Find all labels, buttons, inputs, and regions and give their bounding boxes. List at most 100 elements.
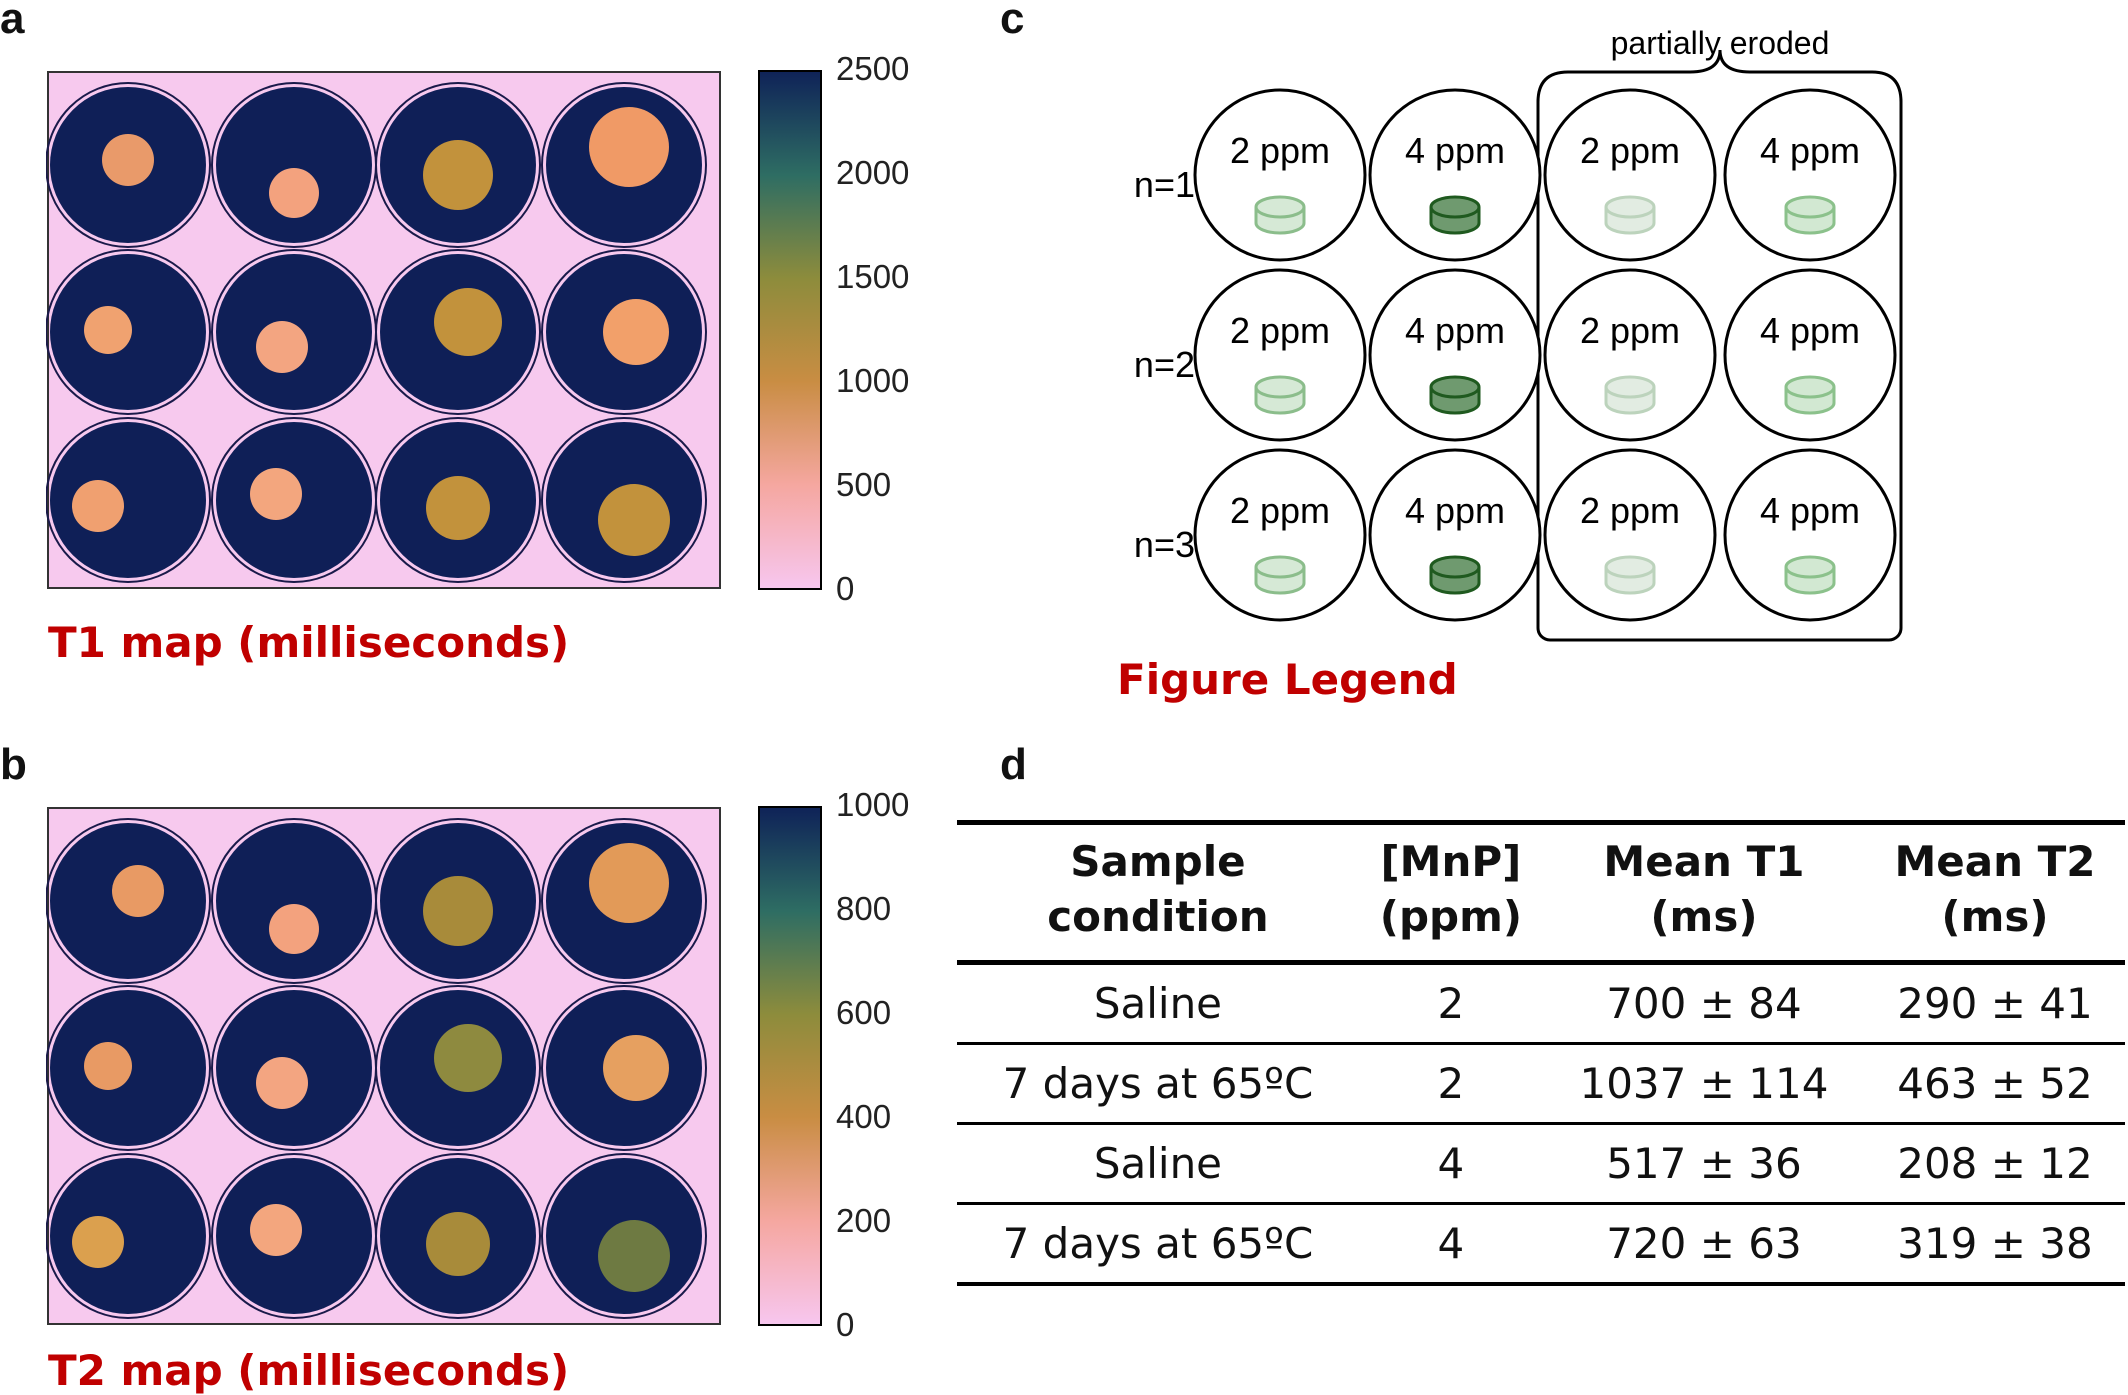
t1-map-image bbox=[46, 71, 721, 589]
cell-condition: Saline bbox=[957, 962, 1359, 1046]
colorbar-tick-label: 800 bbox=[836, 890, 892, 927]
bracket-label: partially eroded bbox=[1611, 25, 1830, 61]
legend-well: 2 ppm bbox=[1193, 88, 1367, 262]
results-table-wrap: Sample condition [MnP] (ppm) Mean T1 (ms) M… bbox=[957, 819, 2125, 1287]
well-label: 2 ppm bbox=[1580, 310, 1680, 351]
well-label: 2 ppm bbox=[1230, 490, 1330, 531]
well-label: 4 ppm bbox=[1405, 310, 1505, 351]
well-label: 4 ppm bbox=[1760, 130, 1860, 171]
legend-well: 2 ppm bbox=[1193, 448, 1367, 622]
sample-pellet bbox=[256, 1057, 308, 1109]
t2-map-caption: T2 map (milliseconds) bbox=[48, 1346, 570, 1395]
sample-pellet bbox=[589, 843, 669, 923]
cell-t2: 290 ± 41 bbox=[1864, 962, 2125, 1046]
cell-t2: 319 ± 38 bbox=[1864, 1203, 2125, 1287]
header-mean-t1: Mean T1 (ms) bbox=[1542, 819, 1865, 966]
legend-well: 2 ppm bbox=[1193, 268, 1367, 442]
sample-pellet bbox=[426, 476, 490, 540]
colorbar-tick-label: 1000 bbox=[836, 786, 910, 823]
table-row: Saline 4 517 ± 36 208 ± 12 bbox=[957, 1123, 2125, 1206]
well bbox=[46, 985, 211, 1151]
cell-condition: Saline bbox=[957, 1123, 1359, 1206]
cell-mnp: 2 bbox=[1358, 962, 1543, 1046]
well bbox=[211, 818, 377, 984]
disk-icon bbox=[1604, 375, 1656, 415]
disk-icon bbox=[1429, 195, 1481, 235]
well-label: 4 ppm bbox=[1405, 490, 1505, 531]
legend-well: 4 ppm bbox=[1368, 268, 1542, 442]
t2-colorbar bbox=[758, 806, 822, 1326]
t2-colorbar-ticks: 1000 800 600 400 200 0 bbox=[836, 786, 936, 1346]
disk-icon bbox=[1604, 195, 1656, 235]
colorbar-tick-label: 1500 bbox=[836, 258, 910, 295]
legend-well: 4 ppm bbox=[1723, 448, 1897, 622]
disk-icon bbox=[1784, 555, 1836, 595]
sample-pellet bbox=[250, 1204, 302, 1256]
colorbar-tick-label: 2500 bbox=[836, 50, 910, 87]
well-label: 2 ppm bbox=[1230, 310, 1330, 351]
table-row: 7 days at 65ºC 2 1037 ± 114 463 ± 52 bbox=[957, 1043, 2125, 1126]
t1-colorbar bbox=[758, 70, 822, 590]
panel-letter-c: c bbox=[1000, 0, 1025, 43]
row-label: n=2 bbox=[1134, 344, 1195, 385]
sample-pellet bbox=[72, 1216, 124, 1268]
t1-map-caption: T1 map (milliseconds) bbox=[48, 618, 570, 667]
cell-t1: 1037 ± 114 bbox=[1542, 1043, 1865, 1126]
well bbox=[46, 417, 211, 583]
legend-well: 2 ppm bbox=[1543, 88, 1717, 262]
sample-pellet bbox=[256, 321, 308, 373]
colorbar-tick-label: 1000 bbox=[836, 362, 910, 399]
well bbox=[46, 818, 211, 984]
legend-well: 4 ppm bbox=[1368, 88, 1542, 262]
panel-letter-d: d bbox=[1000, 740, 1027, 789]
sample-pellet bbox=[72, 480, 124, 532]
disk-icon bbox=[1254, 375, 1306, 415]
colorbar-tick-label: 600 bbox=[836, 994, 892, 1031]
table-row: Saline 2 700 ± 84 290 ± 41 bbox=[957, 962, 2125, 1046]
legend-well: 2 ppm bbox=[1543, 448, 1717, 622]
well-label: 2 ppm bbox=[1580, 490, 1680, 531]
well bbox=[46, 249, 211, 415]
cell-t1: 700 ± 84 bbox=[1542, 962, 1865, 1046]
colorbar-tick-label: 400 bbox=[836, 1098, 892, 1135]
well bbox=[46, 82, 211, 248]
well bbox=[375, 818, 541, 984]
cell-condition: 7 days at 65ºC bbox=[957, 1203, 1359, 1287]
cell-mnp: 2 bbox=[1358, 1043, 1543, 1126]
sample-pellet bbox=[598, 484, 670, 556]
results-table: Sample condition [MnP] (ppm) Mean T1 (ms) M… bbox=[957, 819, 2125, 1287]
sample-pellet bbox=[112, 865, 164, 917]
header-mnp: [MnP] (ppm) bbox=[1358, 819, 1543, 966]
well bbox=[211, 249, 377, 415]
panel-letter-b: b bbox=[0, 740, 27, 789]
cell-mnp: 4 bbox=[1358, 1123, 1543, 1206]
well bbox=[375, 985, 541, 1151]
well bbox=[541, 82, 707, 248]
colorbar-tick-label: 2000 bbox=[836, 154, 910, 191]
disk-icon bbox=[1784, 375, 1836, 415]
cell-t2: 463 ± 52 bbox=[1864, 1043, 2125, 1126]
well bbox=[375, 417, 541, 583]
well bbox=[541, 985, 707, 1151]
well bbox=[375, 1153, 541, 1319]
sample-pellet bbox=[269, 168, 319, 218]
row-label: n=1 bbox=[1134, 164, 1195, 205]
well bbox=[211, 417, 377, 583]
figure-legend-diagram: partially eroded n=1 2 ppm 4 ppm 2 ppm 4 ppm n… bbox=[1134, 25, 1903, 642]
cell-condition: 7 days at 65ºC bbox=[957, 1043, 1359, 1126]
legend-well: 4 ppm bbox=[1723, 88, 1897, 262]
sample-pellet bbox=[426, 1212, 490, 1276]
table-row: 7 days at 65ºC 4 720 ± 63 319 ± 38 bbox=[957, 1203, 2125, 1287]
sample-pellet bbox=[423, 140, 493, 210]
well-label: 4 ppm bbox=[1760, 310, 1860, 351]
well bbox=[541, 818, 707, 984]
well bbox=[211, 82, 377, 248]
well bbox=[541, 417, 707, 583]
disk-icon bbox=[1429, 375, 1481, 415]
header-mean-t2: Mean T2 (ms) bbox=[1864, 819, 2125, 966]
sample-pellet bbox=[434, 1024, 502, 1092]
well-label: 2 ppm bbox=[1230, 130, 1330, 171]
sample-pellet bbox=[84, 1042, 132, 1090]
well bbox=[46, 1153, 211, 1319]
cell-t1: 720 ± 63 bbox=[1542, 1203, 1865, 1287]
